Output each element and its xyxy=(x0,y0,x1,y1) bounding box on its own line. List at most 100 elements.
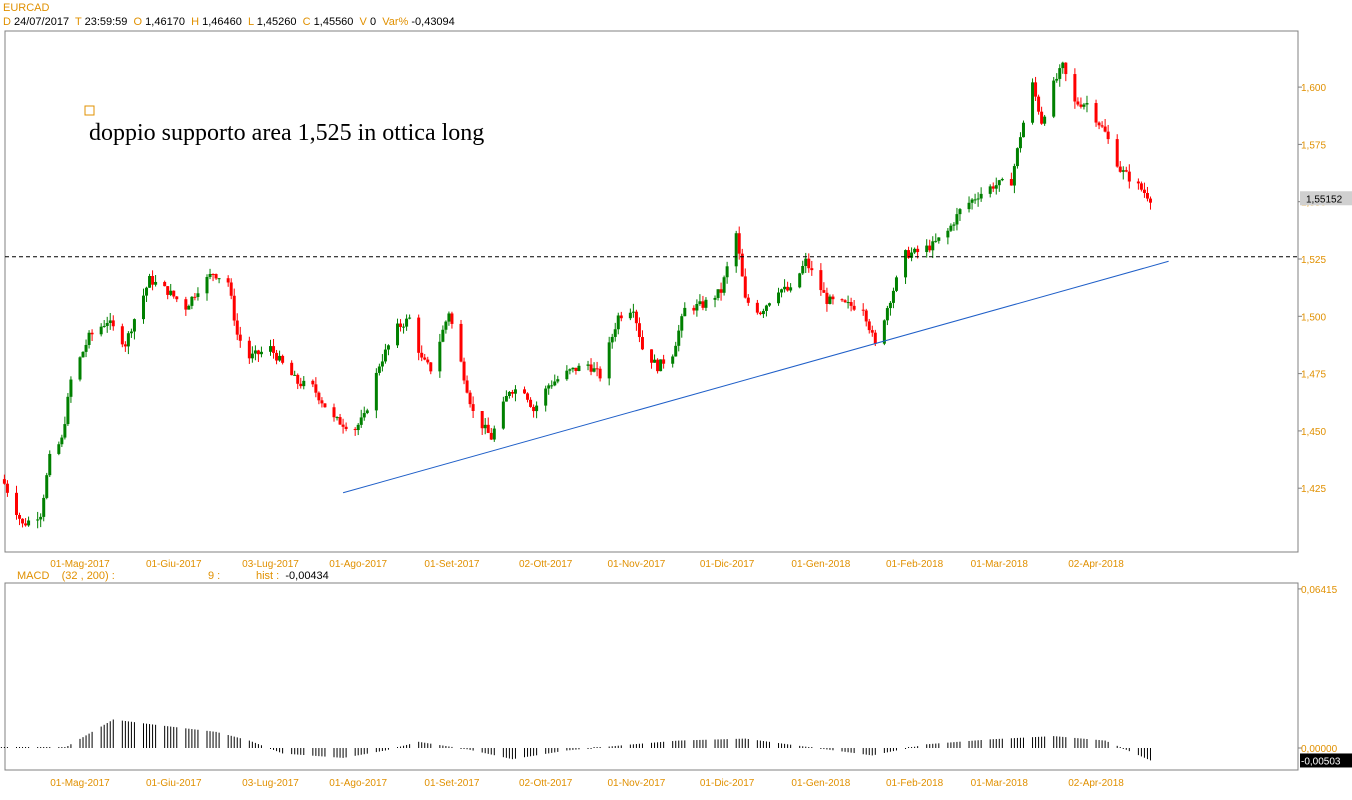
candle xyxy=(27,516,31,527)
candle xyxy=(574,367,578,375)
candle xyxy=(568,368,572,375)
candle xyxy=(396,318,400,348)
candle xyxy=(988,184,992,198)
candle xyxy=(764,304,768,317)
candle xyxy=(822,282,826,293)
candle xyxy=(719,282,723,301)
candle xyxy=(377,363,381,376)
candle xyxy=(758,311,762,316)
candle xyxy=(417,314,421,361)
candle xyxy=(1103,119,1107,133)
macd-name: MACD xyxy=(17,570,50,582)
candle xyxy=(486,417,490,434)
x-tick-label: 02-Apr-2018 xyxy=(1068,778,1124,789)
candle xyxy=(722,275,726,296)
candle xyxy=(208,268,212,280)
candle xyxy=(910,247,914,262)
candle xyxy=(973,193,977,204)
candle xyxy=(1118,161,1122,173)
candle xyxy=(831,294,835,305)
candle xyxy=(290,360,294,376)
candle xyxy=(786,281,790,292)
candle xyxy=(1073,68,1077,109)
candle xyxy=(825,287,829,312)
candle xyxy=(1040,106,1044,125)
candle xyxy=(323,403,327,408)
candle xyxy=(438,333,442,378)
candle xyxy=(459,319,463,363)
candle xyxy=(272,339,276,359)
candle xyxy=(1061,61,1065,74)
candle xyxy=(976,192,980,207)
candle xyxy=(1121,166,1125,180)
candle xyxy=(99,323,103,337)
candle xyxy=(386,344,390,356)
candle xyxy=(278,350,282,362)
volume-key: V xyxy=(359,16,367,28)
candle xyxy=(891,287,895,309)
candle xyxy=(447,311,451,326)
candle xyxy=(734,230,738,273)
x-tick-label: 01-Giu-2017 xyxy=(146,778,202,789)
candle xyxy=(214,273,218,280)
candle xyxy=(269,339,273,356)
candle xyxy=(1136,178,1140,190)
candle xyxy=(14,485,18,520)
candle xyxy=(1082,102,1086,110)
candle xyxy=(1031,78,1035,125)
candle xyxy=(408,314,412,320)
candle xyxy=(1100,121,1104,129)
last-price-label: 1,55152 xyxy=(1306,194,1343,205)
candle xyxy=(5,480,9,497)
candle xyxy=(979,187,983,202)
candle xyxy=(229,278,233,300)
candle xyxy=(970,198,974,210)
candle xyxy=(423,353,427,361)
candle xyxy=(232,288,236,326)
candle xyxy=(299,377,303,389)
macd-signal: 9 : xyxy=(208,570,221,582)
candle xyxy=(429,361,433,375)
candle xyxy=(746,294,750,306)
candle xyxy=(1124,166,1128,173)
last-price-tag xyxy=(1300,191,1352,206)
candle xyxy=(151,270,155,291)
x-tick-label: 01-Set-2017 xyxy=(424,778,479,789)
candle xyxy=(789,283,793,293)
y-tick-label: 1,425 xyxy=(1301,484,1326,495)
candle xyxy=(450,311,454,329)
candle xyxy=(1018,132,1022,153)
candle xyxy=(1052,77,1056,119)
volume-value: 0 xyxy=(369,16,377,28)
candle xyxy=(780,288,784,298)
candle xyxy=(84,339,88,358)
candle xyxy=(341,418,345,434)
candle xyxy=(894,275,898,293)
candle xyxy=(247,336,251,364)
macd-hist-header: hist : -0,00434 xyxy=(256,570,329,582)
candle xyxy=(867,318,871,334)
candle-series xyxy=(2,61,1152,529)
candle xyxy=(426,356,430,365)
candle xyxy=(492,425,496,442)
candle xyxy=(356,423,360,436)
candle xyxy=(846,295,850,309)
x-tick-label: 03-Lug-2017 xyxy=(242,559,299,570)
annotation-marker[interactable] xyxy=(84,105,95,116)
candle xyxy=(126,331,130,355)
candle xyxy=(704,297,708,311)
candle xyxy=(801,260,805,275)
candle xyxy=(535,401,539,419)
candle xyxy=(402,323,406,334)
candle xyxy=(777,287,781,306)
candle xyxy=(553,374,557,387)
macd-y-tick-label: 0,00000 xyxy=(1301,744,1338,755)
y-tick-label: 1,600 xyxy=(1301,83,1326,94)
candle xyxy=(480,410,484,435)
close-value: 1,45560 xyxy=(313,16,354,28)
candle xyxy=(338,413,342,425)
candle xyxy=(798,272,802,289)
candle xyxy=(45,472,49,500)
candle xyxy=(193,292,197,301)
